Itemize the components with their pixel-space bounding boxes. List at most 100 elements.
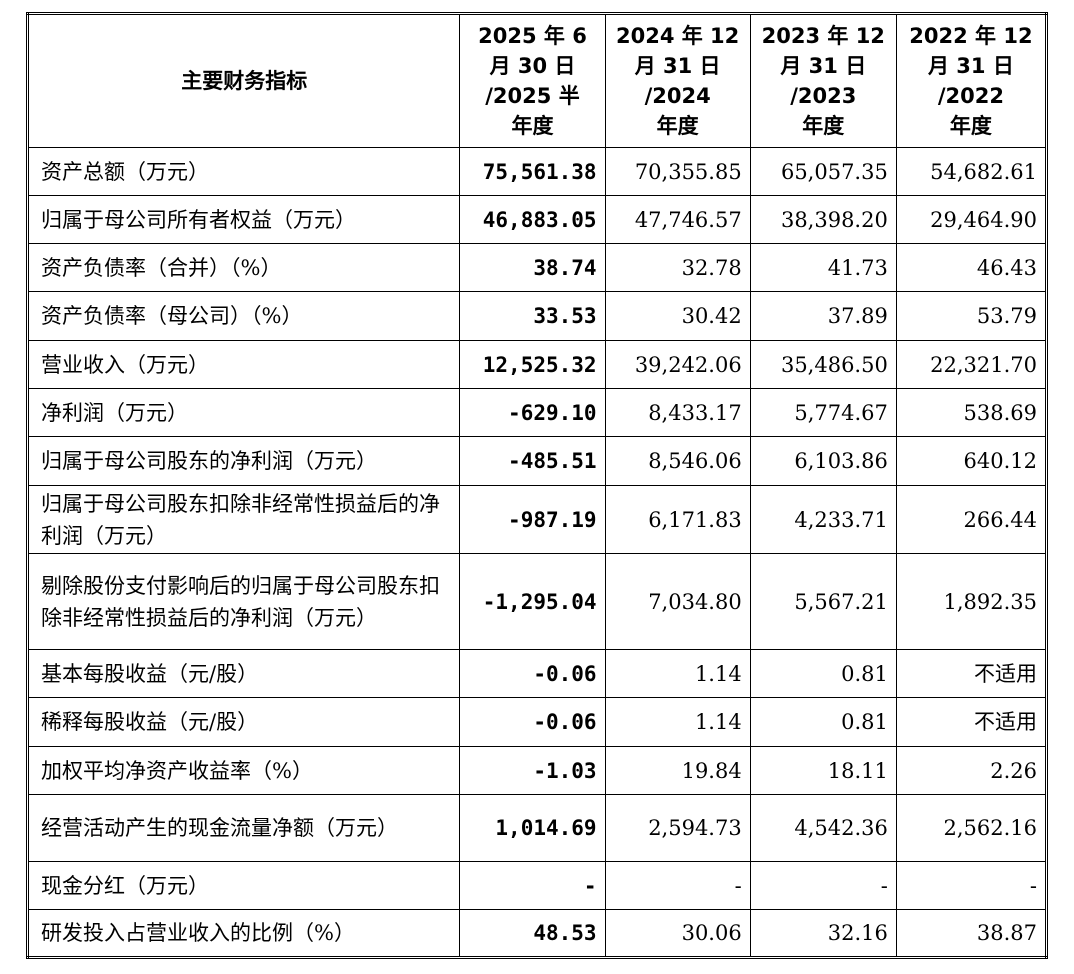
cell: 54,682.61 — [895, 147, 1048, 196]
header-cell: 2023 年 12 月 31 日/2023 年度 — [749, 13, 897, 148]
row-label: 净利润（万元） — [26, 388, 461, 437]
row-label: 资产总额（万元） — [26, 147, 461, 196]
cell: 70,355.85 — [604, 147, 751, 196]
cell: 46,883.05 — [459, 195, 606, 244]
cell: 29,464.90 — [895, 195, 1048, 244]
header-line: 2022 年 12 — [909, 24, 1033, 48]
cell: 2,594.73 — [604, 794, 751, 862]
cell: 47,746.57 — [604, 195, 751, 244]
cell: - — [459, 861, 606, 910]
row-label: 经营活动产生的现金流量净额（万元） — [26, 794, 461, 862]
cell: 75,561.38 — [459, 147, 606, 196]
cell: -629.10 — [459, 388, 606, 437]
cell: 22,321.70 — [895, 340, 1048, 389]
row-label: 资产负债率（母公司）（%） — [26, 291, 461, 341]
cell: 1.14 — [604, 649, 751, 698]
cell: -0.06 — [459, 649, 606, 698]
header-line: 2024 年 12 — [615, 24, 740, 48]
cell: - — [749, 861, 897, 910]
cell: 1,014.69 — [459, 794, 606, 862]
cell: 39,242.06 — [604, 340, 751, 389]
header-line: /2023 — [790, 84, 857, 108]
row-label: 营业收入（万元） — [26, 340, 461, 389]
table-row: 经营活动产生的现金流量净额（万元） 1,014.69 2,594.73 4,542.3… — [26, 794, 1048, 862]
table-row: 资产总额（万元） 75,561.38 70,355.85 65,057.35 54,68… — [26, 147, 1048, 196]
cell: 18.11 — [749, 746, 897, 795]
cell: 0.81 — [749, 697, 897, 747]
header-cell: 2022 年 12 月 31 日/2022 年度 — [895, 13, 1048, 148]
row-label: 归属于母公司所有者权益（万元） — [26, 195, 461, 244]
header-line: 年度 — [949, 114, 992, 138]
header-line: /2022 — [937, 84, 1004, 108]
cell: - — [895, 861, 1048, 910]
table-row: 归属于母公司股东的净利润（万元） -485.51 8,546.06 6,103.86 6… — [26, 436, 1048, 486]
cell: 12,525.32 — [459, 340, 606, 389]
table-row: 稀释每股收益（元/股） -0.06 1.14 0.81 不适用 — [26, 697, 1048, 747]
cell: 640.12 — [895, 436, 1048, 486]
cell: 4,233.71 — [749, 485, 897, 554]
cell: 538.69 — [895, 388, 1048, 437]
row-label: 剔除股份支付影响后的归属于母公司股东扣除非经常性损益后的净利润（万元） — [26, 553, 461, 650]
row-label: 资产负债率（合并）（%） — [26, 243, 461, 292]
cell: 38,398.20 — [749, 195, 897, 244]
cell: 266.44 — [895, 485, 1048, 554]
cell: 8,433.17 — [604, 388, 751, 437]
cell: 33.53 — [459, 291, 606, 341]
cell: 41.73 — [749, 243, 897, 292]
cell: 2.26 — [895, 746, 1048, 795]
row-label: 现金分红（万元） — [26, 861, 461, 910]
header-line: 月 31 日 — [780, 54, 867, 78]
cell: 不适用 — [895, 649, 1048, 698]
cell: 7,034.80 — [604, 553, 751, 650]
header-cell: 主要财务指标 — [26, 13, 461, 148]
table-row: 归属于母公司股东扣除非经常性损益后的净利润（万元） -987.19 6,171.83… — [26, 485, 1048, 554]
cell: 19.84 — [604, 746, 751, 795]
cell: 1,892.35 — [895, 553, 1048, 650]
table-row: 剔除股份支付影响后的归属于母公司股东扣除非经常性损益后的净利润（万元） -1,29… — [26, 553, 1048, 650]
cell: -987.19 — [459, 485, 606, 554]
row-label: 研发投入占营业收入的比例（%） — [26, 909, 461, 958]
cell: 1.14 — [604, 697, 751, 747]
cell: -1.03 — [459, 746, 606, 795]
cell: 53.79 — [895, 291, 1048, 341]
header-line: 年度 — [802, 114, 845, 138]
header-line: 年度 — [656, 114, 699, 138]
table-row: 营业收入（万元） 12,525.32 39,242.06 35,486.50 22,32… — [26, 340, 1048, 389]
cell: 0.81 — [749, 649, 897, 698]
cell: 不适用 — [895, 697, 1048, 747]
cell: 2,562.16 — [895, 794, 1048, 862]
header-line: /2024 — [644, 84, 711, 108]
cell: 6,171.83 — [604, 485, 751, 554]
table-wrap: 主要财务指标 2025 年 6 月 30 日/2025 半年度 2024 年 12 月 … — [26, 12, 1048, 959]
header-cell: 2024 年 12 月 31 日/2024 年度 — [604, 13, 751, 148]
cell: 38.87 — [895, 909, 1048, 958]
header-line: 月 31 日 — [634, 54, 721, 78]
cell: 37.89 — [749, 291, 897, 341]
cell: 32.16 — [749, 909, 897, 958]
cell: - — [604, 861, 751, 910]
row-label: 稀释每股收益（元/股） — [26, 697, 461, 747]
cell: 30.06 — [604, 909, 751, 958]
cell: 5,774.67 — [749, 388, 897, 437]
cell: -1,295.04 — [459, 553, 606, 650]
header-cell: 2025 年 6 月 30 日/2025 半年度 — [459, 13, 606, 148]
table-row: 研发投入占营业收入的比例（%） 48.53 30.06 32.16 38.87 — [26, 909, 1048, 958]
table-row: 资产负债率（母公司）（%） 33.53 30.42 37.89 53.79 — [26, 291, 1048, 341]
cell: 46.43 — [895, 243, 1048, 292]
header-line: /2025 半 — [485, 84, 580, 108]
cell: 4,542.36 — [749, 794, 897, 862]
cell: 32.78 — [604, 243, 751, 292]
header-line: 月 30 日 — [489, 54, 576, 78]
table-row: 基本每股收益（元/股） -0.06 1.14 0.81 不适用 — [26, 649, 1048, 698]
cell: 8,546.06 — [604, 436, 751, 486]
row-label: 归属于母公司股东扣除非经常性损益后的净利润（万元） — [26, 485, 461, 554]
cell: 65,057.35 — [749, 147, 897, 196]
table-row: 资产负债率（合并）（%） 38.74 32.78 41.73 46.43 — [26, 243, 1048, 292]
header-line: 2025 年 6 — [478, 24, 587, 48]
header-row: 主要财务指标 2025 年 6 月 30 日/2025 半年度 2024 年 12 月 … — [26, 13, 1048, 148]
row-label: 归属于母公司股东的净利润（万元） — [26, 436, 461, 486]
table-row: 加权平均净资产收益率（%） -1.03 19.84 18.11 2.26 — [26, 746, 1048, 795]
cell: -0.06 — [459, 697, 606, 747]
cell: -485.51 — [459, 436, 606, 486]
